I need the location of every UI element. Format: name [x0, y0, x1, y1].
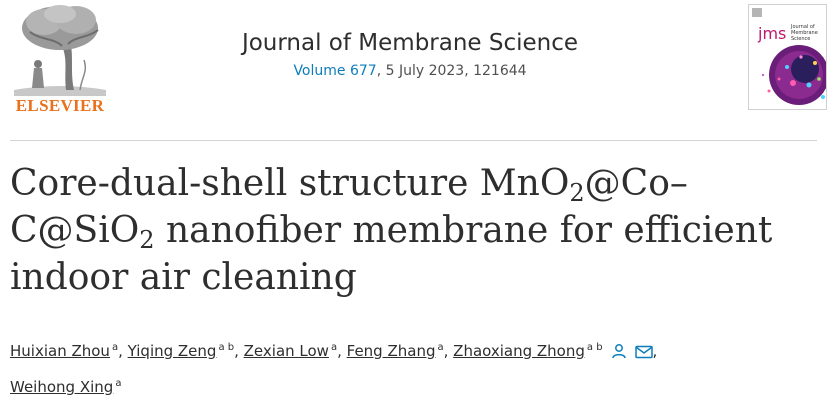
cover-line-3: Science — [791, 36, 810, 42]
author: Weihong Xing a — [10, 378, 121, 396]
article-title-part-3: nanofiber membrane for efficient indoor … — [10, 210, 773, 298]
envelope-icon[interactable] — [634, 339, 653, 369]
person-icon[interactable] — [611, 339, 627, 369]
header-divider — [10, 140, 817, 141]
author-affiliation[interactable]: a b — [218, 342, 235, 353]
author-list: Huixian Zhou a, Yiqing Zeng a b, Zexian Lo… — [10, 333, 800, 402]
elsevier-logo[interactable]: ELSEVIER — [10, 2, 110, 115]
author-separator: , — [234, 342, 244, 360]
author-separator: , — [652, 342, 658, 360]
author: Feng Zhang a, — [347, 342, 454, 360]
volume-link[interactable]: Volume 677 — [293, 63, 377, 79]
elsevier-tree-icon — [14, 5, 106, 96]
author-separator: , — [337, 342, 347, 360]
journal-title-link[interactable]: Journal of Membrane Science — [241, 30, 579, 56]
author-name-link[interactable]: Feng Zhang — [346, 342, 436, 360]
author-affiliation[interactable]: a — [437, 342, 444, 353]
author: Yiqing Zeng a b, — [128, 342, 244, 360]
cover-abbr: jms — [757, 24, 786, 43]
author-separator: , — [118, 342, 128, 360]
author: Zhaoxiang Zhong a b, — [453, 342, 657, 360]
article-title-subscript-2: 2 — [139, 226, 155, 254]
author: Zexian Low a, — [244, 342, 347, 360]
article-title-part-1: Core-dual-shell structure MnO — [10, 163, 570, 204]
cover-art: jms Journal of Membrane Science — [749, 5, 826, 109]
journal-citation: Volume 677, 5 July 2023, 121644 — [150, 63, 670, 79]
author-name-link[interactable]: Huixian Zhou — [10, 342, 110, 360]
elsevier-wordmark: ELSEVIER — [15, 96, 105, 115]
author-affiliation[interactable]: a — [111, 342, 119, 353]
article-title: Core-dual-shell structure MnO2@Co–C@SiO2… — [10, 160, 810, 301]
author-separator: , — [443, 342, 454, 360]
author-name-link[interactable]: Zhaoxiang Zhong — [453, 342, 585, 360]
author-affiliation[interactable]: a — [115, 378, 122, 389]
author-affiliation[interactable]: a — [330, 342, 338, 353]
journal-cover-image[interactable]: jms Journal of Membrane Science — [748, 4, 827, 110]
cover-line-2: Membrane — [791, 30, 818, 36]
author-name-link[interactable]: Weihong Xing — [10, 378, 114, 396]
author-name-link[interactable]: Yiqing Zeng — [127, 342, 217, 360]
author-name-link[interactable]: Zexian Low — [243, 342, 329, 360]
author: Huixian Zhou a, — [10, 342, 128, 360]
cover-line-1: Journal of — [790, 24, 815, 30]
article-title-part-2: @Co–C@SiO — [10, 163, 688, 251]
journal-header: Journal of Membrane Science Volume 677, … — [150, 30, 670, 79]
issue-date-article-number: , 5 July 2023, 121644 — [376, 63, 527, 79]
author-affiliation[interactable]: a b — [586, 342, 603, 353]
article-title-subscript-1: 2 — [569, 179, 585, 207]
